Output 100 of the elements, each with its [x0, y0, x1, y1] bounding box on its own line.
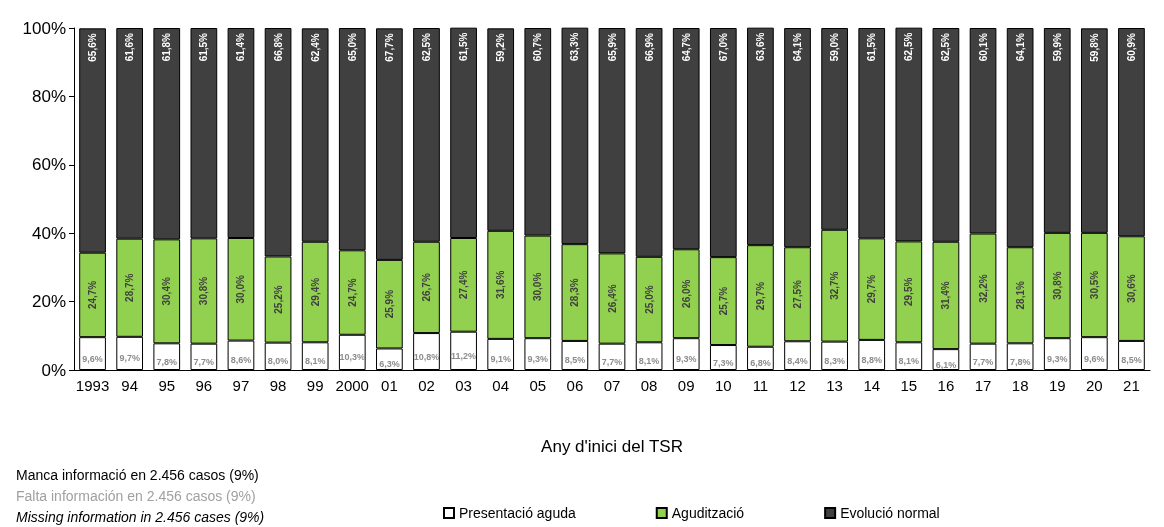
data-label: 61,4%	[235, 32, 247, 62]
data-label: 8,5%	[1121, 355, 1142, 366]
data-label: 60,7%	[532, 32, 544, 62]
y-tick-label: 80%	[31, 86, 66, 106]
data-label: 9,7%	[119, 353, 140, 364]
text: Manca informació en 2.456 casos (9%)	[16, 467, 259, 483]
x-axis-title: Any d'inici del TSR	[541, 437, 683, 456]
data-label: 28,3%	[569, 278, 581, 307]
data-label: 28,7%	[124, 273, 136, 302]
x-tick-label: 94	[121, 377, 138, 394]
x-tick-label: 03	[455, 377, 472, 394]
data-label: 7,7%	[193, 356, 215, 367]
data-label: 62,4%	[309, 33, 321, 62]
x-tick-label: 15	[900, 377, 918, 394]
data-label: 30,8%	[198, 276, 210, 306]
data-label: 62,5%	[420, 32, 432, 62]
data-label: 29,4%	[309, 277, 321, 307]
data-label: 7,7%	[972, 356, 994, 367]
x-tick-label: 01	[381, 377, 398, 394]
x-tick-label: 12	[789, 377, 806, 394]
data-label: 29,7%	[754, 281, 766, 311]
x-tick-label: 18	[1011, 377, 1029, 394]
data-label: 6,8%	[750, 358, 771, 369]
x-tick-label: 21	[1123, 377, 1140, 394]
x-tick-label: 06	[566, 377, 584, 394]
data-label: 25,7%	[717, 286, 729, 316]
x-tick-label: 04	[492, 377, 510, 394]
data-label: 65,0%	[346, 32, 358, 62]
data-label: 64,7%	[680, 32, 692, 62]
y-tick-label: 60%	[31, 155, 66, 175]
data-label: 66,9%	[643, 32, 655, 62]
data-label: 66,8%	[272, 32, 284, 62]
data-label: 67,7%	[383, 33, 395, 62]
x-tick-label: 13	[826, 377, 843, 394]
data-label: 30,6%	[1125, 274, 1137, 303]
data-label: 26,7%	[420, 273, 432, 302]
y-tick-label: 0%	[41, 360, 66, 380]
data-label: 24,7%	[346, 278, 358, 307]
x-tick-label: 11	[752, 377, 769, 394]
data-label: 65,6%	[87, 33, 99, 62]
data-label: 59,2%	[495, 33, 507, 62]
data-label: 30,0%	[235, 275, 247, 304]
data-label: 61,6%	[124, 32, 136, 62]
data-label: 9,3%	[527, 354, 549, 365]
data-label: 60,1%	[977, 32, 989, 62]
x-tick-label: 2000	[335, 377, 369, 394]
data-label: 7,7%	[601, 356, 623, 367]
data-label: 32,7%	[829, 271, 841, 300]
data-label: 9,3%	[675, 354, 697, 365]
data-label: 7,3%	[713, 357, 734, 368]
text: Missing information in 2.456 cases (9%)	[16, 509, 265, 525]
data-label: 25,2%	[272, 285, 284, 314]
x-tick-label: 17	[974, 377, 992, 394]
data-label: 59,8%	[1088, 33, 1100, 62]
data-label: 60,9%	[1125, 32, 1137, 62]
x-tick-label: 02	[418, 377, 435, 394]
data-label: 61,5%	[458, 32, 470, 62]
data-label: 8,1%	[898, 356, 920, 367]
data-label: 8,1%	[304, 356, 326, 367]
data-label: 9,6%	[1084, 353, 1105, 364]
x-tick-label: 16	[937, 377, 955, 394]
data-label: 30,5%	[1088, 270, 1100, 300]
x-tick-label: 10	[714, 377, 732, 394]
data-label: 10,8%	[413, 351, 440, 362]
x-tick-label: 96	[195, 377, 213, 394]
data-label: 26,0%	[680, 279, 692, 308]
data-label: 11,2%	[451, 350, 477, 361]
data-label: 30,0%	[532, 272, 544, 302]
data-label: 6,1%	[935, 359, 957, 370]
data-label: 27,5%	[792, 279, 804, 309]
data-label: 65,9%	[606, 32, 618, 62]
data-label: 7,8%	[1009, 356, 1031, 367]
data-label: 59,0%	[829, 32, 841, 62]
data-label: 30,8%	[1051, 271, 1063, 300]
x-tick-label: 07	[603, 377, 621, 394]
data-label: 26,4%	[606, 284, 618, 313]
text: Falta información en 2.456 casos (9%)	[16, 488, 256, 504]
x-tick-label: 19	[1048, 377, 1066, 394]
data-label: 63,6%	[754, 32, 766, 62]
legend-label: Evolució normal	[840, 505, 940, 521]
data-label: 32,2%	[977, 274, 989, 303]
x-tick-label: 95	[158, 377, 176, 394]
legend-label: Presentació aguda	[459, 505, 576, 521]
data-label: 59,9%	[1051, 32, 1063, 62]
legend-label: Agudització	[671, 505, 745, 521]
data-label: 25,9%	[383, 289, 395, 319]
data-label: 27,4%	[458, 270, 470, 300]
data-label: 25,0%	[643, 285, 655, 314]
data-label: 62,5%	[903, 32, 915, 62]
y-tick-label: 100%	[22, 18, 66, 38]
data-label: 62,5%	[940, 32, 952, 62]
data-label: 9,1%	[490, 354, 511, 365]
x-tick-label: 1993	[75, 377, 110, 394]
data-label: 24,7%	[87, 280, 99, 310]
y-tick-label: 20%	[31, 292, 66, 312]
data-label: 31,6%	[495, 270, 507, 300]
data-label: 61,8%	[161, 32, 173, 62]
data-label: 67,0%	[717, 32, 729, 62]
data-label: 29,7%	[866, 274, 878, 304]
data-label: 30,4%	[161, 277, 173, 306]
